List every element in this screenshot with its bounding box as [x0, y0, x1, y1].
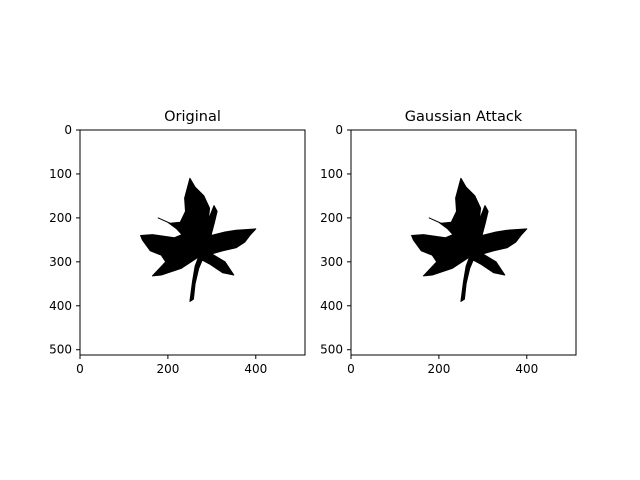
subplot-2: Gaussian Attack 0 200 400 0 100 200 300 400 500: [320, 109, 577, 376]
leaf-image: [140, 177, 257, 302]
subplot-1: Original 0 200 400 0 100 200 300 400 500: [49, 109, 306, 376]
y-tick-label: 0: [64, 123, 72, 137]
y-tick-label: 500: [320, 343, 343, 357]
subplot-title: Gaussian Attack: [405, 109, 523, 125]
y-tick-label: 300: [49, 255, 72, 269]
x-tick-label: 200: [156, 362, 179, 376]
leaf-image: [411, 177, 528, 302]
y-tick-label: 100: [320, 167, 343, 181]
x-tick-label: 0: [347, 362, 355, 376]
y-tick-label: 400: [49, 299, 72, 313]
y-tick-label: 300: [320, 255, 343, 269]
x-tick-label: 400: [244, 362, 267, 376]
x-tick-label: 200: [427, 362, 450, 376]
y-tick-label: 200: [49, 211, 72, 225]
y-tick-label: 200: [320, 211, 343, 225]
x-tick-label: 400: [515, 362, 538, 376]
y-tick-label: 400: [320, 299, 343, 313]
x-tick-label: 0: [76, 362, 84, 376]
y-tick-label: 0: [335, 123, 343, 137]
subplot-title: Original: [164, 109, 221, 125]
y-tick-label: 500: [49, 343, 72, 357]
y-tick-label: 100: [49, 167, 72, 181]
